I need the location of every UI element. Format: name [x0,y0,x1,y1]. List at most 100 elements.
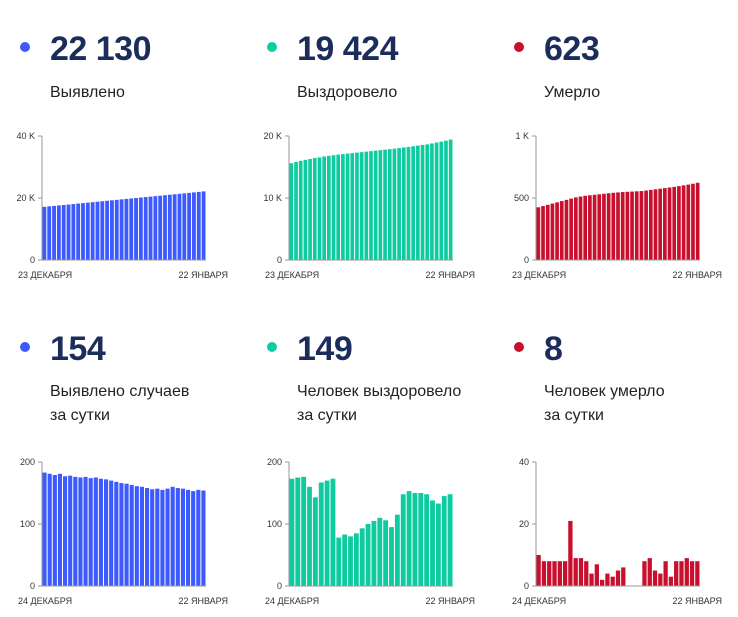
stat-label: Умерло [544,84,601,101]
x-tick-label-end: 22 ЯНВАРЯ [425,596,475,606]
bar [295,477,301,586]
bar [318,482,324,586]
bar [160,489,165,586]
bar [684,558,689,586]
bar [365,524,371,586]
bar [57,473,62,586]
bar [61,204,66,260]
bar [138,197,143,260]
bar [658,573,663,586]
stat-label: Человек умерло за сутки [544,383,665,424]
bar [359,152,364,260]
bar [196,191,201,260]
bar [435,503,441,586]
bar [289,163,294,260]
y-tick-label: 200 [20,457,35,467]
bar [298,160,303,260]
x-tick-label-start: 23 ДЕКАБРЯ [512,270,566,280]
bar [119,483,124,586]
stat-value: 8 [544,330,563,368]
x-tick-label-start: 23 ДЕКАБРЯ [18,270,72,280]
stat-label: Выявлено случаев за сутки [50,383,190,424]
bar [378,150,383,260]
y-tick-label: 0 [524,581,529,591]
bar [308,158,312,260]
bar [186,489,191,586]
stat-value: 623 [544,30,600,68]
bar [364,151,369,260]
bar [606,193,611,260]
bar [172,194,177,260]
y-tick-label: 100 [20,519,35,529]
bar [400,494,406,586]
bar [559,201,564,260]
bar [95,201,100,260]
series-dot-icon [267,42,277,52]
bar [63,476,68,586]
bar-chart: 0 10 K 20 K 23 ДЕКАБРЯ 22 ЯНВАРЯ [263,131,475,280]
bar [73,476,78,586]
bar [536,555,541,586]
panel-recovered-total: 19 424 Выздоровело 0 10 K 20 K 23 ДЕКАБРЯ 22… [247,0,477,300]
bar [42,206,47,260]
bar [541,206,545,260]
bar [289,478,295,586]
stat-value: 149 [297,330,353,368]
bar [536,207,541,260]
bar [425,144,430,260]
bar [672,186,677,260]
bar [639,191,644,260]
bar [330,478,336,586]
series-dot-icon [514,42,524,52]
bar [695,561,700,586]
bar [679,561,684,586]
bar [674,561,679,586]
series-dot-icon [20,42,30,52]
bar [78,477,83,586]
bar [180,488,185,586]
bar [406,146,411,260]
bar [412,493,418,586]
bar [47,473,52,586]
bar [345,153,350,260]
y-tick-label: 0 [277,255,282,265]
bar [145,488,150,586]
bar [448,139,453,260]
bar [667,187,672,260]
bar [569,198,573,260]
series-dot-icon [20,342,30,352]
bar [47,206,52,260]
bar [642,561,647,586]
x-tick-label-end: 22 ЯНВАРЯ [425,270,475,280]
bar [686,184,691,260]
bar [192,192,196,260]
bar [124,198,129,260]
bar [394,514,400,586]
bar [647,558,652,586]
bar [557,561,562,586]
bar [605,573,610,586]
bar [634,191,639,260]
bar [150,489,155,586]
bar [447,494,453,586]
bar [392,148,397,260]
bar [597,194,602,260]
bar [165,488,170,586]
bar [42,472,47,586]
bar [341,154,345,260]
x-tick-label-end: 22 ЯНВАРЯ [178,270,228,280]
bar [594,564,599,586]
bar [416,145,420,260]
stat-value: 19 424 [297,30,399,68]
bar [420,144,425,260]
bar [663,561,668,586]
bar [114,481,119,586]
bar [201,191,206,260]
bar [653,189,658,260]
bar [444,140,448,260]
panel-deaths-total: 623 Умерло 0 500 1 K 23 ДЕКАБРЯ 22 ЯНВАРЯ [494,0,724,300]
series-dot-icon [267,342,277,352]
bar [648,189,653,260]
bar [353,533,359,586]
y-tick-label: 40 [519,457,529,467]
